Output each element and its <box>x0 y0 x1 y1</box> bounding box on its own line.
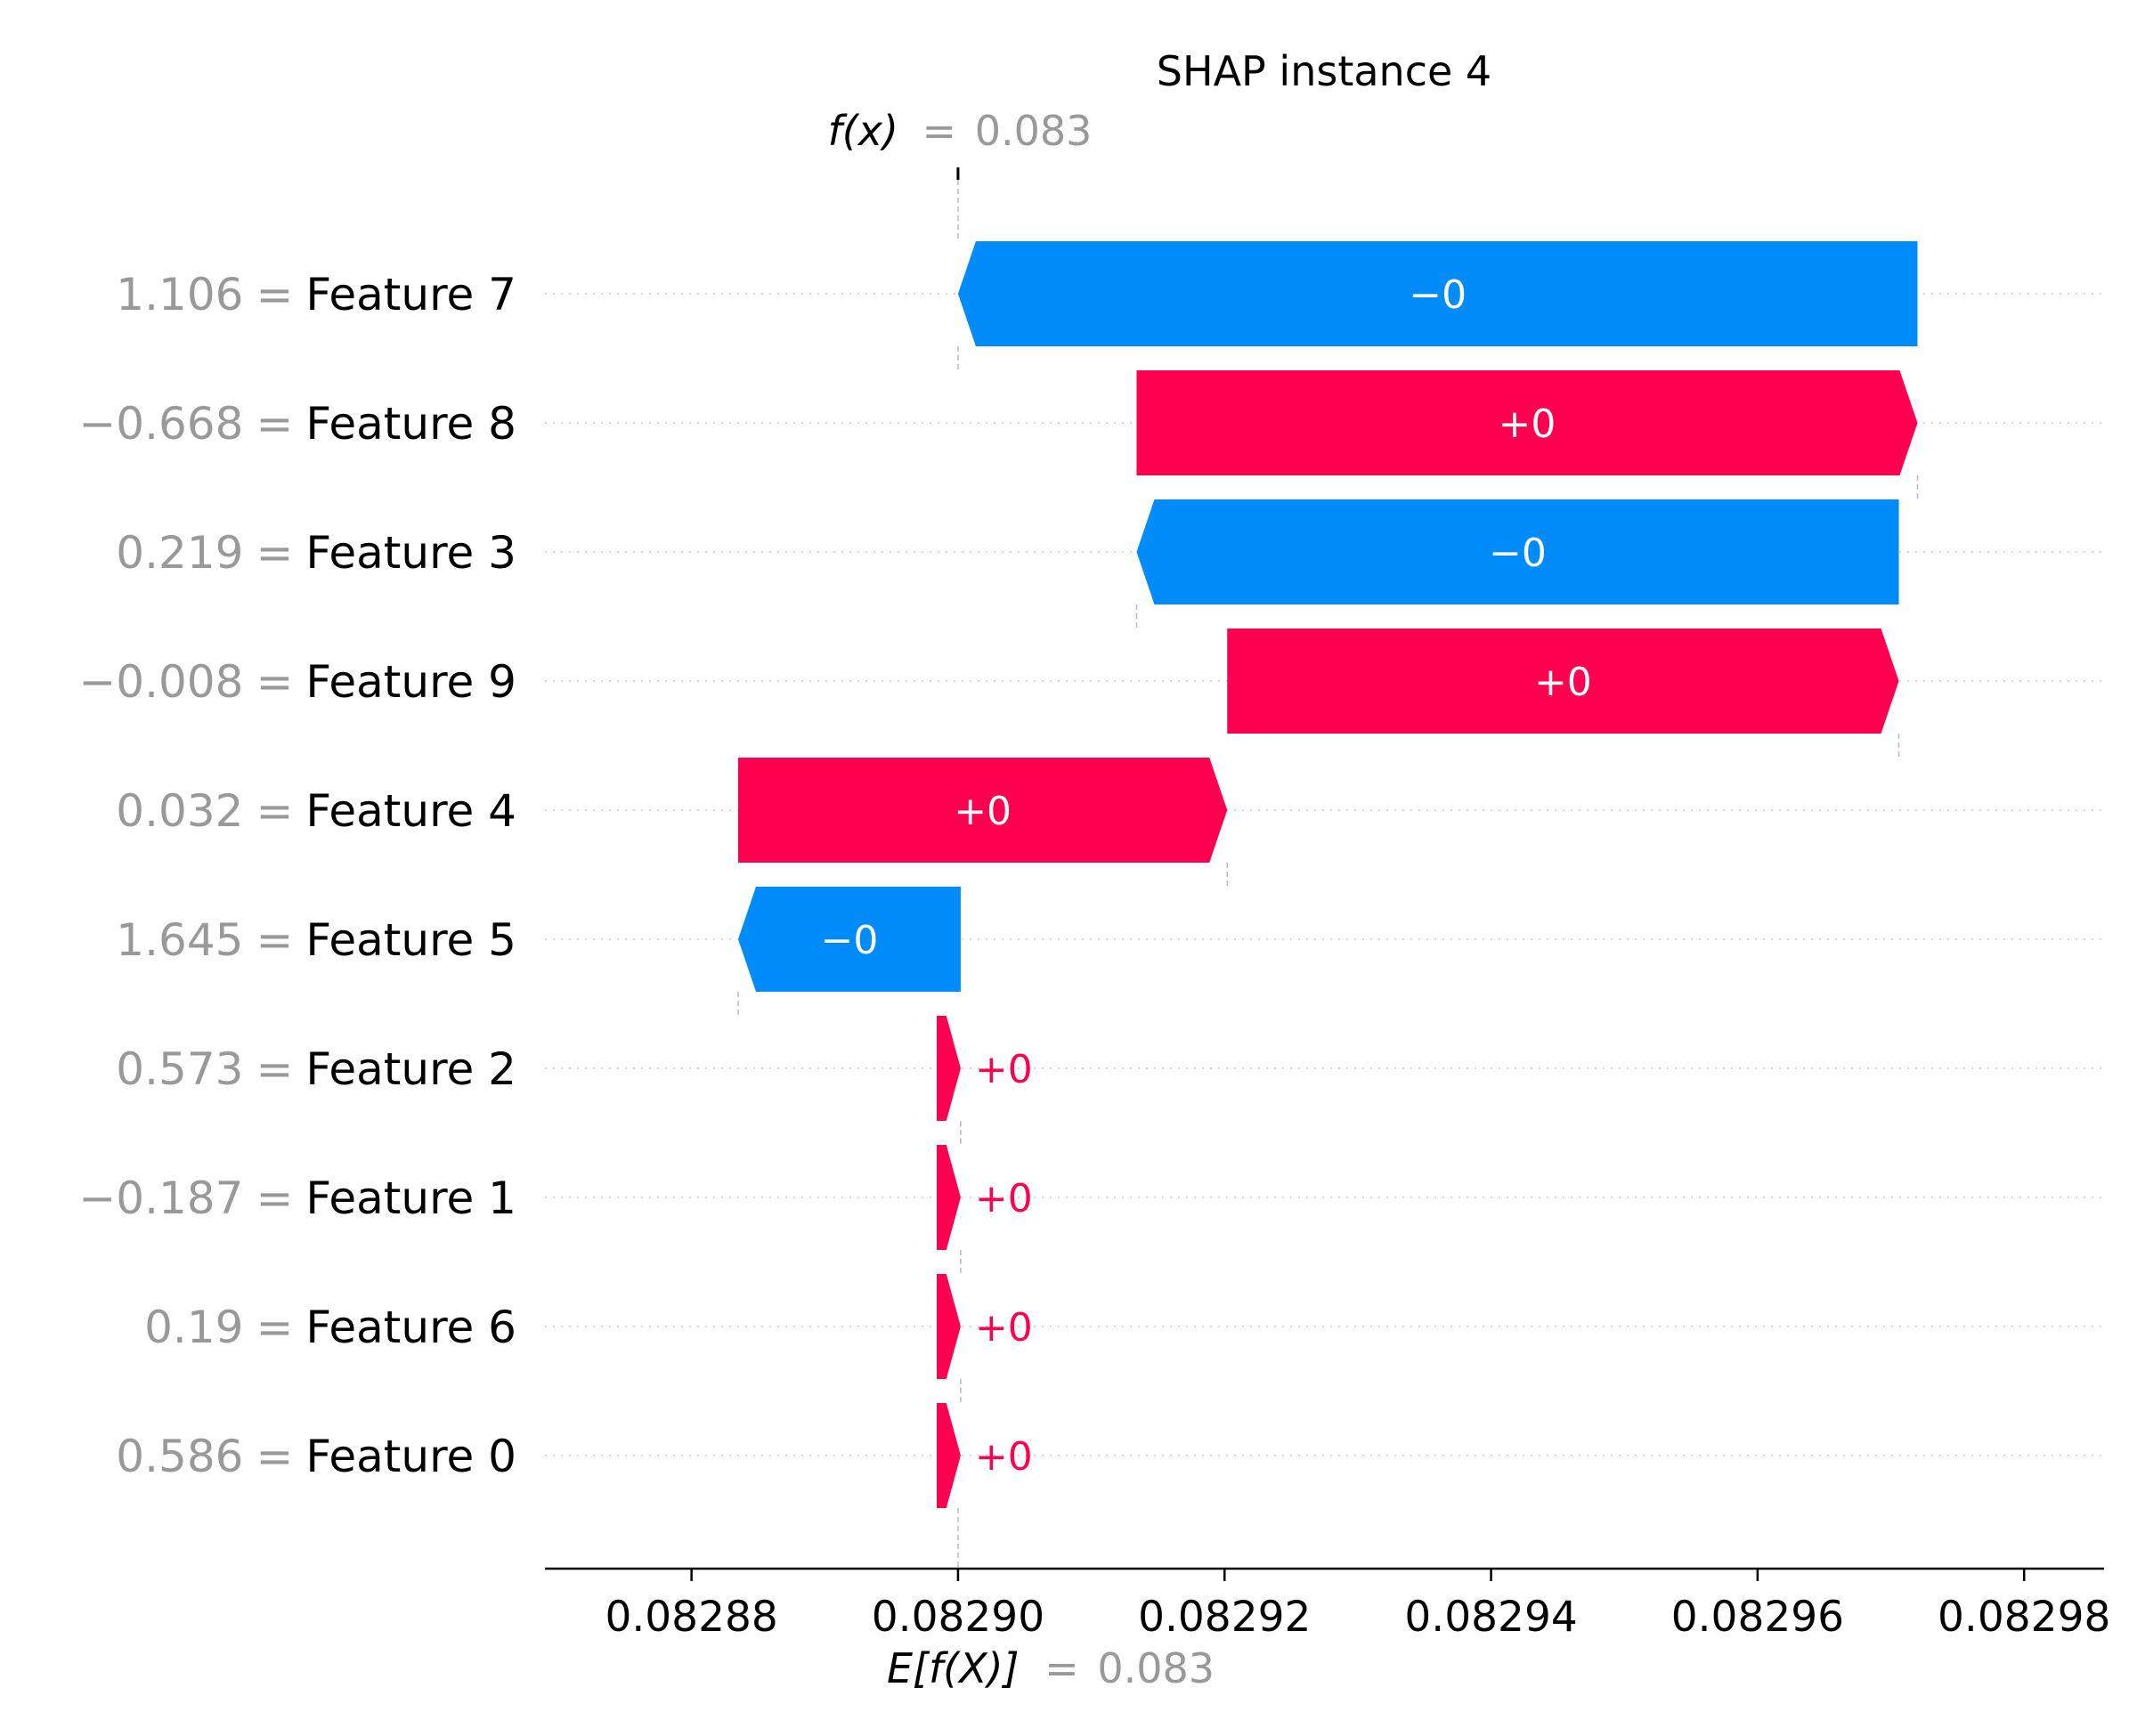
x-tick-label: 0.08298 <box>1938 1593 2110 1642</box>
feature-value: 1.645 <box>116 914 243 966</box>
bar-feature-2 <box>936 1016 961 1121</box>
bar-feature-3 <box>1136 499 1899 604</box>
bar-value-label: +0 <box>975 1047 1033 1092</box>
feature-label: 1.645 = Feature 5 <box>116 914 516 966</box>
feature-label: 0.19 = Feature 6 <box>144 1302 516 1353</box>
feature-equals: = <box>256 398 293 450</box>
x-tick-label: 0.08290 <box>872 1593 1044 1642</box>
chart-title: SHAP instance 4 <box>1157 47 1491 95</box>
feature-name: Feature 6 <box>305 1302 516 1353</box>
feature-value: 0.586 <box>116 1431 243 1482</box>
feature-equals: = <box>256 269 293 320</box>
bar-feature-1 <box>936 1145 961 1250</box>
bar-value-label: −0 <box>1409 272 1467 318</box>
feature-label: −0.008 = Feature 9 <box>78 656 516 708</box>
bar-value-label: +0 <box>954 789 1012 834</box>
feature-equals: = <box>256 914 293 966</box>
bar-feature-6 <box>936 1274 961 1379</box>
feature-equals: = <box>256 527 293 579</box>
feature-value: −0.187 <box>78 1172 243 1224</box>
feature-equals: = <box>256 1043 293 1095</box>
bar-feature-9 <box>1227 629 1899 734</box>
feature-label: 1.106 = Feature 7 <box>116 269 516 320</box>
fx-label: f(x) <box>828 107 898 155</box>
x-tick-label: 0.08292 <box>1138 1593 1311 1642</box>
feature-name: Feature 0 <box>305 1431 516 1482</box>
feature-labels: 1.106 = Feature 7−0.668 = Feature 80.219 = Fea… <box>78 269 516 1482</box>
feature-equals: = <box>256 785 293 837</box>
x-tick-label: 0.08296 <box>1671 1593 1844 1642</box>
bar-feature-7 <box>957 241 1918 346</box>
feature-value: 0.219 <box>116 527 243 579</box>
feature-value: 1.106 <box>116 269 243 320</box>
connector-lines <box>737 167 1919 1569</box>
efx-equals: = <box>1044 1644 1079 1692</box>
feature-name: Feature 1 <box>305 1172 516 1224</box>
feature-name: Feature 7 <box>305 269 516 320</box>
feature-value: 0.032 <box>116 785 243 837</box>
feature-value: 0.573 <box>116 1043 243 1095</box>
bar-value-label: +0 <box>975 1176 1033 1221</box>
bar-feature-0 <box>936 1403 961 1508</box>
efx-value: 0.083 <box>1097 1644 1215 1692</box>
feature-equals: = <box>256 1302 293 1353</box>
feature-name: Feature 2 <box>305 1043 516 1095</box>
efx-annotation: E[f(X)] = 0.083 <box>887 1644 1215 1692</box>
bar-value-label: +0 <box>1534 660 1592 705</box>
x-axis: 0.08288 0.08290 0.08292 0.08294 0.08296 0.082… <box>545 1567 2110 1642</box>
feature-label: 0.032 = Feature 4 <box>116 785 516 837</box>
feature-value: −0.008 <box>78 656 243 708</box>
feature-equals: = <box>256 1172 293 1224</box>
feature-label: −0.668 = Feature 8 <box>78 398 516 450</box>
feature-value: −0.668 <box>78 398 243 450</box>
contribution-bars: −0 +0 −0 +0 +0 −0 +0 +0 +0 +0 <box>738 241 1918 1508</box>
feature-equals: = <box>256 1431 293 1482</box>
feature-name: Feature 8 <box>305 398 516 450</box>
feature-name: Feature 4 <box>305 785 516 837</box>
bar-value-label: −0 <box>1489 531 1547 576</box>
bar-value-label: +0 <box>975 1305 1033 1351</box>
x-tick-label: 0.08288 <box>605 1593 777 1642</box>
feature-label: −0.187 = Feature 1 <box>78 1172 516 1224</box>
fx-value: 0.083 <box>975 107 1093 155</box>
fx-annotation: f(x) = 0.083 <box>828 107 1093 155</box>
bar-value-label: +0 <box>975 1434 1033 1480</box>
feature-name: Feature 5 <box>305 914 516 966</box>
fx-equals: = <box>922 107 957 155</box>
bar-value-label: −0 <box>821 918 879 963</box>
bar-feature-8 <box>1136 370 1918 475</box>
bar-value-label: +0 <box>1499 402 1556 447</box>
feature-value: 0.19 <box>144 1302 243 1353</box>
feature-name: Feature 9 <box>305 656 516 708</box>
feature-label: 0.586 = Feature 0 <box>116 1431 516 1482</box>
feature-equals: = <box>256 656 293 708</box>
efx-label: E[f(X)] <box>887 1644 1020 1692</box>
bar-feature-5 <box>738 887 961 992</box>
x-tick-label: 0.08294 <box>1404 1593 1577 1642</box>
feature-label: 0.573 = Feature 2 <box>116 1043 516 1095</box>
feature-name: Feature 3 <box>305 527 516 579</box>
bar-feature-4 <box>738 758 1228 863</box>
feature-label: 0.219 = Feature 3 <box>116 527 516 579</box>
